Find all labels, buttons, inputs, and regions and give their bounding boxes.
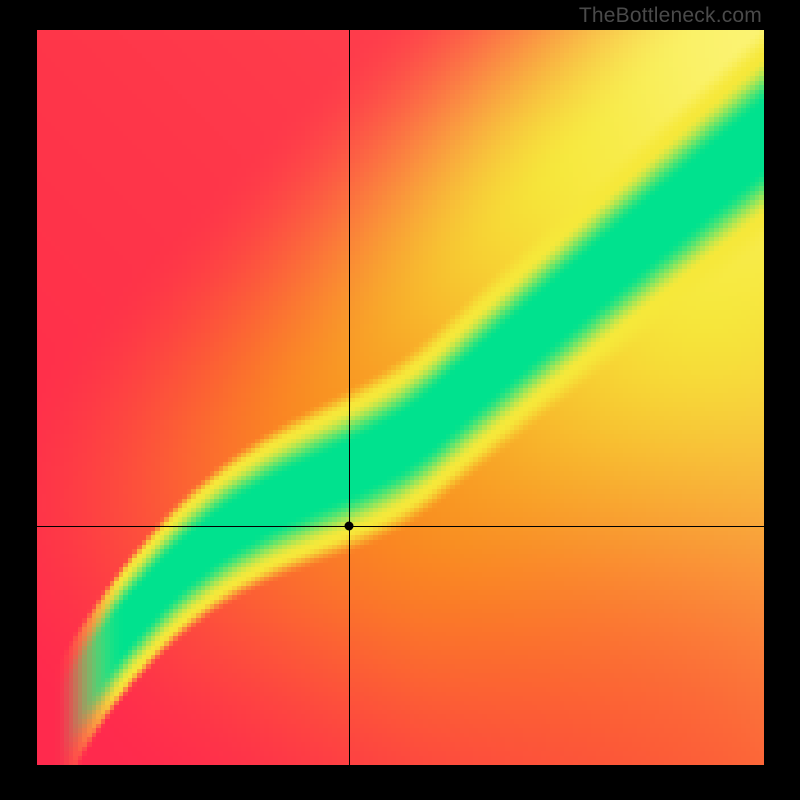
crosshair-horizontal bbox=[37, 526, 764, 527]
figure-root: TheBottleneck.com bbox=[0, 0, 800, 800]
crosshair-vertical bbox=[349, 30, 350, 765]
watermark-text: TheBottleneck.com bbox=[579, 4, 762, 28]
heatmap-canvas bbox=[37, 30, 764, 765]
selected-point-marker bbox=[344, 522, 353, 531]
plot-area bbox=[37, 30, 764, 765]
